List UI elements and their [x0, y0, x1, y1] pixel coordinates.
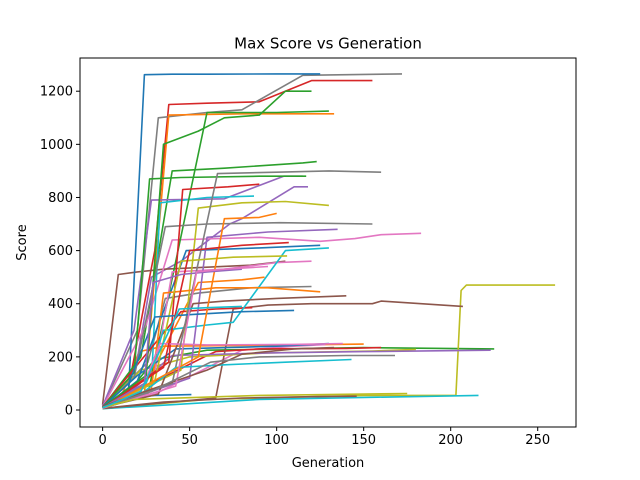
series-line — [102, 247, 329, 409]
series-line — [102, 394, 479, 410]
x-tick-label: 0 — [98, 433, 106, 448]
series-line — [102, 200, 329, 409]
series-line — [102, 392, 408, 409]
series-line — [102, 79, 373, 407]
y-tick-label: 1000 — [40, 138, 73, 153]
y-axis: 0 200 400 600 800 1000 1200 — [40, 85, 80, 418]
y-tick-label: 800 — [48, 191, 73, 206]
x-tick-label: 100 — [264, 433, 289, 448]
y-tick-label: 400 — [48, 297, 73, 312]
series-line — [102, 395, 357, 410]
series-line — [102, 265, 269, 409]
x-tick-label: 50 — [181, 433, 198, 448]
series-line — [102, 346, 382, 409]
y-tick-label: 200 — [48, 350, 73, 365]
plot-area — [79, 57, 577, 428]
series-line — [102, 175, 307, 408]
y-tick-label: 0 — [65, 403, 73, 418]
chart-title: Max Score vs Generation — [234, 35, 422, 53]
x-tick-label: 150 — [351, 433, 376, 448]
x-axis-label: Generation — [292, 456, 365, 471]
series-line — [102, 241, 289, 409]
y-tick-label: 1200 — [40, 85, 73, 100]
x-tick-label: 250 — [525, 433, 550, 448]
x-tick-label: 200 — [438, 433, 463, 448]
series-line — [102, 305, 242, 409]
series-line — [102, 212, 277, 410]
x-axis: 0 50 100 150 200 250 — [98, 427, 550, 448]
y-tick-label: 600 — [48, 244, 73, 259]
series-layer — [101, 73, 556, 410]
series-line — [102, 354, 395, 409]
series-line — [102, 268, 242, 409]
plot-frame — [79, 57, 577, 428]
series-line — [102, 309, 295, 408]
y-axis-label: Score — [15, 224, 30, 260]
series-line — [102, 300, 463, 410]
